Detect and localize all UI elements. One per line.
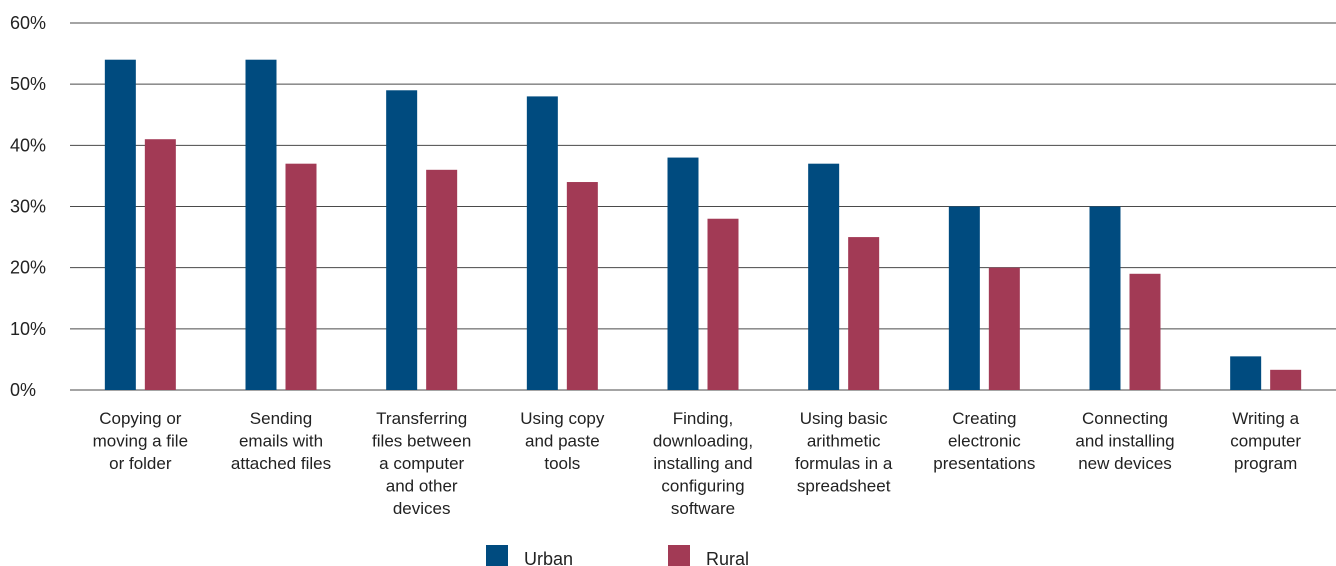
x-axis-category-labels: Copying or moving a file or folder Sending e…: [93, 409, 1302, 518]
bar-rural: [707, 218, 739, 390]
x-tick-label: Creating electronic presentations: [933, 409, 1035, 473]
gridlines: [70, 22, 1336, 391]
bar-urban: [667, 157, 699, 390]
y-tick-label: 30%: [10, 197, 46, 217]
legend: Urban Rural: [486, 545, 749, 566]
bar-rural: [1129, 273, 1161, 390]
x-tick-label: Using copy and paste tools: [520, 409, 605, 473]
x-tick-label: Writing a computer program: [1230, 409, 1301, 473]
legend-swatch-rural: [668, 545, 690, 566]
bar-rural: [426, 169, 458, 390]
y-tick-label: 50%: [10, 74, 46, 94]
bar-rural: [1270, 369, 1302, 390]
legend-label-urban: Urban: [524, 549, 573, 566]
x-tick-label: Sending emails with attached files: [231, 409, 331, 473]
y-tick-label: 0%: [10, 380, 36, 400]
x-tick-label: Copying or moving a file or folder: [93, 409, 188, 473]
y-tick-label: 40%: [10, 135, 46, 155]
bar-rural: [988, 267, 1020, 390]
bar-urban: [1230, 356, 1262, 390]
bar-rural: [566, 182, 598, 390]
x-tick-label: Using basic arithmetic formulas in a spread…: [795, 409, 893, 496]
bar-urban: [526, 96, 558, 391]
y-tick-label: 20%: [10, 258, 46, 278]
y-tick-label: 60%: [10, 13, 46, 33]
bar-urban: [808, 163, 840, 390]
bar-rural: [848, 237, 880, 390]
x-tick-label: Transferring files between a computer and o…: [372, 409, 471, 518]
bar-urban: [1089, 206, 1121, 390]
legend-swatch-urban: [486, 545, 508, 566]
bars: [104, 59, 1302, 391]
bar-rural: [144, 139, 176, 390]
y-tick-label: 10%: [10, 319, 46, 339]
x-tick-label: Finding, downloading, installing and config…: [653, 409, 753, 518]
bar-urban: [245, 59, 277, 390]
bar-rural: [285, 163, 317, 390]
bar-urban: [104, 59, 136, 390]
legend-label-rural: Rural: [706, 549, 749, 566]
bar-urban: [948, 206, 980, 390]
x-tick-label: Connecting and installing new devices: [1075, 409, 1174, 473]
bar-urban: [386, 90, 418, 391]
y-axis-tick-labels: 0% 10% 20% 30% 40% 50% 60%: [10, 13, 46, 400]
